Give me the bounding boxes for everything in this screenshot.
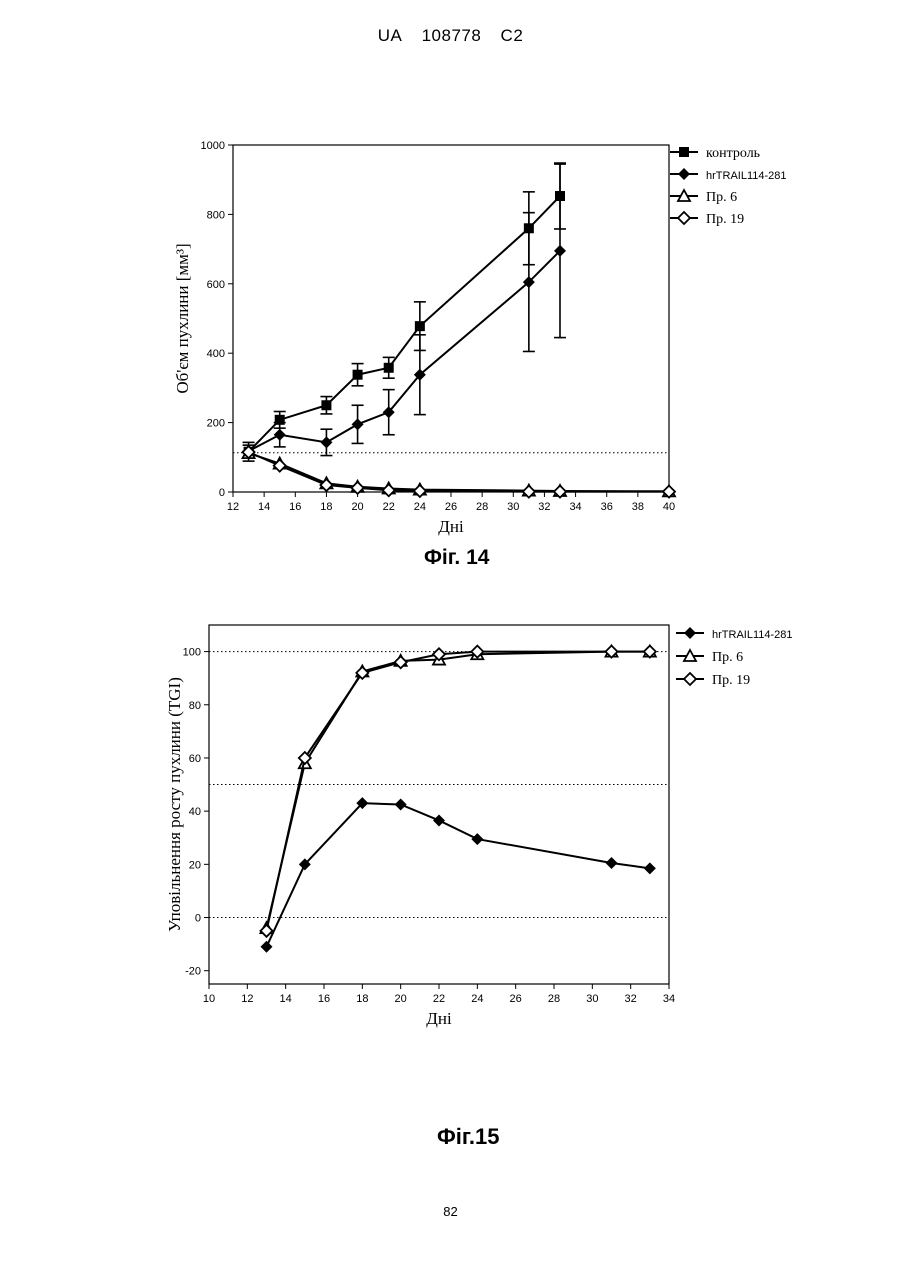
data-point-diamond	[644, 862, 656, 874]
x-tick-label: 16	[318, 993, 330, 1005]
x-tick-label: 14	[280, 993, 292, 1005]
x-axis-label: Дні	[426, 1009, 452, 1028]
y-tick-label: -20	[185, 966, 201, 978]
x-tick-label: 12	[241, 993, 253, 1005]
x-tick-label: 30	[586, 993, 598, 1005]
legend-label: Пр. 19	[712, 673, 750, 688]
y-tick-label: 60	[189, 753, 201, 765]
x-tick-label: 34	[663, 993, 675, 1005]
plot-frame	[209, 625, 669, 984]
legend-label: hrTRAIL114-281	[712, 629, 793, 641]
legend-label: Пр. 6	[712, 650, 743, 665]
figure-15-caption: Фіг.15	[437, 1124, 499, 1150]
legend-marker-open-diamond	[684, 673, 696, 685]
x-tick-label: 32	[625, 993, 637, 1005]
series-line-diamond	[267, 803, 650, 947]
x-tick-label: 28	[548, 993, 560, 1005]
data-point-open-diamond	[261, 925, 273, 937]
data-point-diamond	[606, 857, 618, 869]
x-tick-label: 20	[395, 993, 407, 1005]
y-tick-label: 40	[189, 806, 201, 818]
figure-15-chart: 10 12 14 16 18 20 22 24 26 28 30 32 34 -20 0 20 40 60 80 10…	[0, 0, 901, 1100]
y-tick-label: 100	[183, 647, 201, 659]
data-point-diamond	[433, 814, 445, 826]
y-tick-label: 80	[189, 700, 201, 712]
data-point-open-diamond	[299, 752, 311, 764]
data-point-diamond	[261, 941, 273, 953]
data-point-diamond	[395, 799, 407, 811]
x-tick-label: 18	[356, 993, 368, 1005]
x-tick-label: 24	[471, 993, 483, 1005]
y-axis-label: Уповільнення росту пухлини (TGI)	[165, 677, 184, 932]
data-point-diamond	[471, 833, 483, 845]
series-line-triangle	[267, 652, 650, 929]
x-tick-label: 10	[203, 993, 215, 1005]
x-tick-label: 26	[510, 993, 522, 1005]
x-tick-label: 22	[433, 993, 445, 1005]
legend-marker-diamond	[684, 627, 696, 639]
y-tick-label: 0	[195, 913, 201, 925]
y-tick-label: 20	[189, 859, 201, 871]
page-number: 82	[0, 1204, 901, 1219]
series-line-open-diamond	[267, 652, 650, 931]
